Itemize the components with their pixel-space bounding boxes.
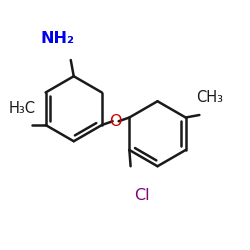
Text: O: O — [110, 114, 122, 129]
Text: Cl: Cl — [134, 188, 150, 203]
Text: NH₂: NH₂ — [40, 31, 74, 46]
Text: H₃C: H₃C — [8, 101, 36, 116]
Text: CH₃: CH₃ — [196, 90, 224, 104]
